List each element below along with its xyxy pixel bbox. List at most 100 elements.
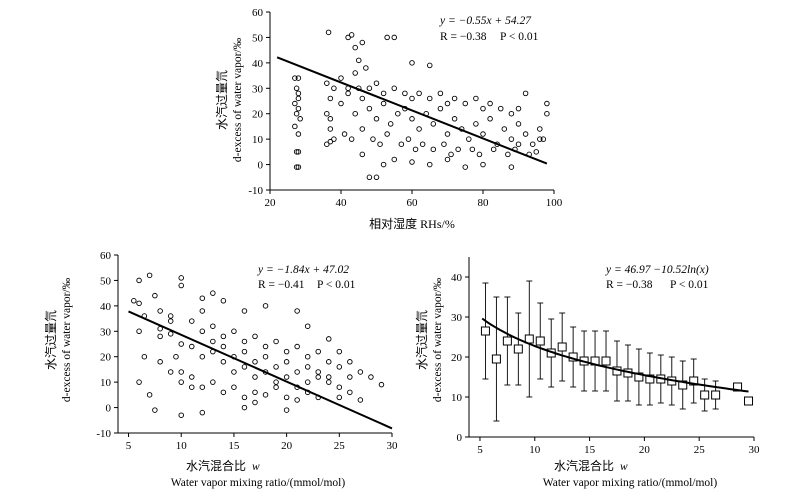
data-point [199,384,206,390]
data-point [283,394,290,401]
data-point [380,100,387,107]
data-point [427,95,433,102]
fit-line [276,56,548,165]
data-point [252,374,258,380]
data-point [189,318,195,324]
data-point [387,121,394,127]
data-point [405,136,412,142]
data-point [241,338,248,345]
data-point [220,343,227,350]
y-tick-label: 10 [252,134,264,146]
data-point [515,141,522,147]
data-point [178,412,184,418]
data-point [444,131,451,137]
data-point [357,397,364,403]
data-point [210,338,216,345]
data-point [444,156,451,163]
data-point [283,359,290,365]
data-point [409,95,415,102]
data-point [391,34,398,41]
data-point [487,100,493,107]
equation-w1: y = −1.84x + 47.02 [257,264,349,276]
panel-w1: 5 10 15 20 25 30 -10 0 10 20 30 40 50 60 y = −1.84x +… [43,250,398,489]
data-point [437,105,444,112]
data-point [294,343,300,350]
mean-marker [601,356,611,366]
data-point [294,369,300,375]
data-point [345,90,351,97]
data-point [262,303,269,309]
x-tick-label: 25 [334,440,346,452]
y-tick-label: 40 [100,301,112,313]
data-point [473,121,479,127]
data-point [462,164,469,170]
x-tick-label: 30 [387,440,399,452]
data-point [359,39,366,46]
y-tick-label: 40 [252,58,264,70]
data-point [359,95,366,102]
data-point [252,359,258,365]
data-point [338,100,344,107]
data-point [173,353,179,360]
mean-marker [491,354,501,364]
x-tick-label: 80 [478,197,490,209]
data-point [469,146,476,153]
data-point [331,136,337,142]
data-point [199,328,206,335]
data-point [136,277,142,284]
data-point [136,300,142,307]
data-point [295,95,302,102]
data-point [167,369,174,375]
y-tick-label: 50 [100,275,112,287]
data-point [178,369,184,375]
data-point [419,141,426,147]
y-axis-label-en-w2: d-excess of water vapor/‰ [432,277,444,402]
x-axis-label-cn-w2: 水汽混合比 [554,458,614,473]
data-point [241,394,248,401]
x-tick-label: 10 [529,444,541,456]
data-point [326,374,332,380]
data-point [241,308,248,314]
data-point [363,65,369,71]
data-point [466,136,472,142]
y-tick-label: 40 [451,272,463,284]
data-point [427,62,433,69]
plot-area-w2: 5 10 15 20 25 30 0 10 20 30 40 [451,257,760,456]
r-value-w2: R = −0.38 [606,279,653,291]
data-point [448,151,454,158]
y-tick-label: 10 [451,392,463,404]
data-point [157,359,163,365]
x-tick-label: 10 [176,440,188,452]
data-point [141,353,148,360]
data-point [480,105,486,112]
mean-marker [689,376,699,386]
x-tick-label: 25 [694,444,706,456]
data-point [293,85,300,92]
data-point [273,364,279,370]
data-point [295,149,302,155]
data-point [341,131,348,137]
data-point [391,85,398,92]
mean-marker [502,336,512,346]
mean-marker [480,326,490,336]
data-point [231,369,237,375]
mean-marker [535,336,545,346]
fit-line [481,317,749,393]
data-point [315,348,321,355]
y-tick-label: 0 [258,160,264,172]
data-point [336,364,343,370]
data-point [336,348,343,355]
data-point [315,369,321,375]
x-axis-var-w1: w [252,461,260,473]
data-point [293,149,300,155]
y-tick-label: 50 [252,32,264,44]
data-point [380,90,387,97]
x-axis-var-w2: w [620,461,628,473]
data-point [189,384,195,390]
data-point [304,379,311,385]
y-tick-label: 20 [451,352,463,364]
data-point [220,298,227,304]
data-point [157,333,163,340]
mean-marker [645,374,655,384]
data-point [370,136,376,142]
